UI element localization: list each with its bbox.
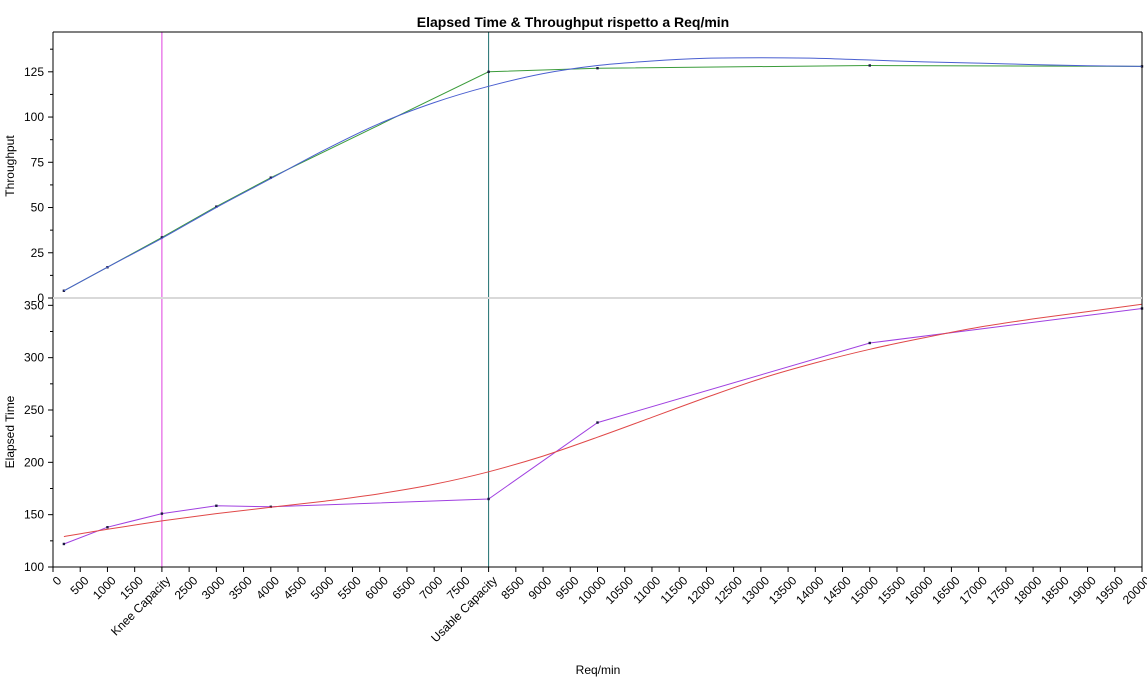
x-tick-label: 7000 [417, 573, 446, 602]
data-point [868, 64, 871, 67]
data-point [487, 497, 490, 501]
data-point [106, 526, 109, 529]
x-tick-label: 8500 [498, 573, 527, 602]
x-tick-label: 15500 [875, 573, 909, 607]
x-tick-label: 2500 [172, 573, 201, 602]
data-point [269, 176, 272, 179]
x-tick-label: 11500 [658, 573, 691, 606]
x-tick-label: 20000 [1120, 573, 1147, 607]
x-tick-label: 3500 [226, 573, 255, 602]
x-tick-label: 19000 [1065, 573, 1099, 607]
x-tick-label: 19500 [1093, 573, 1127, 607]
data-point [160, 512, 164, 515]
y-axis-label-throughput: Throughput [3, 135, 17, 197]
y-tick-label: 300 [24, 351, 44, 365]
series-line [63, 308, 1143, 545]
series-line [63, 57, 1143, 292]
x-tick-label: 1000 [90, 573, 119, 602]
data-point [160, 236, 164, 239]
y-tick-label: 150 [24, 508, 44, 522]
y-tick-label: 25 [31, 246, 45, 260]
x-tick-label: 12500 [711, 573, 745, 607]
x-tick-label: 17000 [956, 573, 990, 607]
x-tick-label: 18500 [1038, 573, 1072, 607]
x-tick-label: 3000 [199, 573, 228, 602]
y-tick-label: 350 [24, 298, 44, 312]
x-tick-label: 16000 [902, 573, 936, 607]
data-point [215, 504, 218, 507]
x-tick-label: 5000 [308, 573, 337, 602]
x-tick-label: 15000 [848, 573, 882, 607]
data-point [62, 542, 66, 546]
y-tick-label: 125 [24, 65, 44, 79]
x-tick-label: 17500 [984, 573, 1018, 607]
x-tick-label: 14000 [793, 573, 827, 607]
x-tick-label: 0 [50, 573, 65, 588]
x-tick-label: 6000 [362, 573, 391, 602]
y-tick-label: 250 [24, 403, 44, 417]
y-tick-label: 200 [24, 455, 44, 469]
x-tick-label: 10500 [603, 573, 637, 607]
x-tick-label: 11000 [630, 573, 663, 606]
x-tick-label: 6500 [389, 573, 418, 602]
x-tick-label: 13000 [739, 573, 773, 607]
x-tick-label: 18000 [1011, 573, 1045, 607]
series-line [63, 64, 1143, 292]
series-line [63, 303, 1143, 538]
x-tick-label: 4500 [281, 573, 310, 602]
y-axis-label-elapsed-time: Elapsed Time [3, 395, 17, 468]
chart-title: Elapsed Time & Throughput rispetto a Req… [417, 14, 729, 30]
x-tick-label: 14500 [820, 573, 854, 607]
data-point [215, 205, 218, 208]
y-tick-label: 0 [37, 291, 44, 305]
x-tick-label: 9000 [526, 573, 555, 602]
data-point [596, 66, 599, 70]
x-axis-label: Req/min [576, 663, 621, 677]
x-tick-label: 5500 [335, 573, 364, 602]
x-tick-label: 500 [68, 573, 92, 597]
x-tick-label: 13500 [766, 573, 800, 607]
y-tick-label: 100 [24, 110, 44, 124]
data-point [868, 341, 871, 345]
y-tick-label: 50 [31, 201, 45, 215]
y-tick-label: 100 [24, 560, 44, 574]
x-tick-label: 4000 [253, 573, 282, 602]
x-tick-label: 16500 [929, 573, 963, 607]
x-tick-label: 10000 [575, 573, 609, 607]
data-point [487, 70, 490, 74]
y-tick-label: 75 [31, 155, 45, 169]
x-tick-label: 12000 [684, 573, 718, 607]
data-point [596, 421, 599, 424]
